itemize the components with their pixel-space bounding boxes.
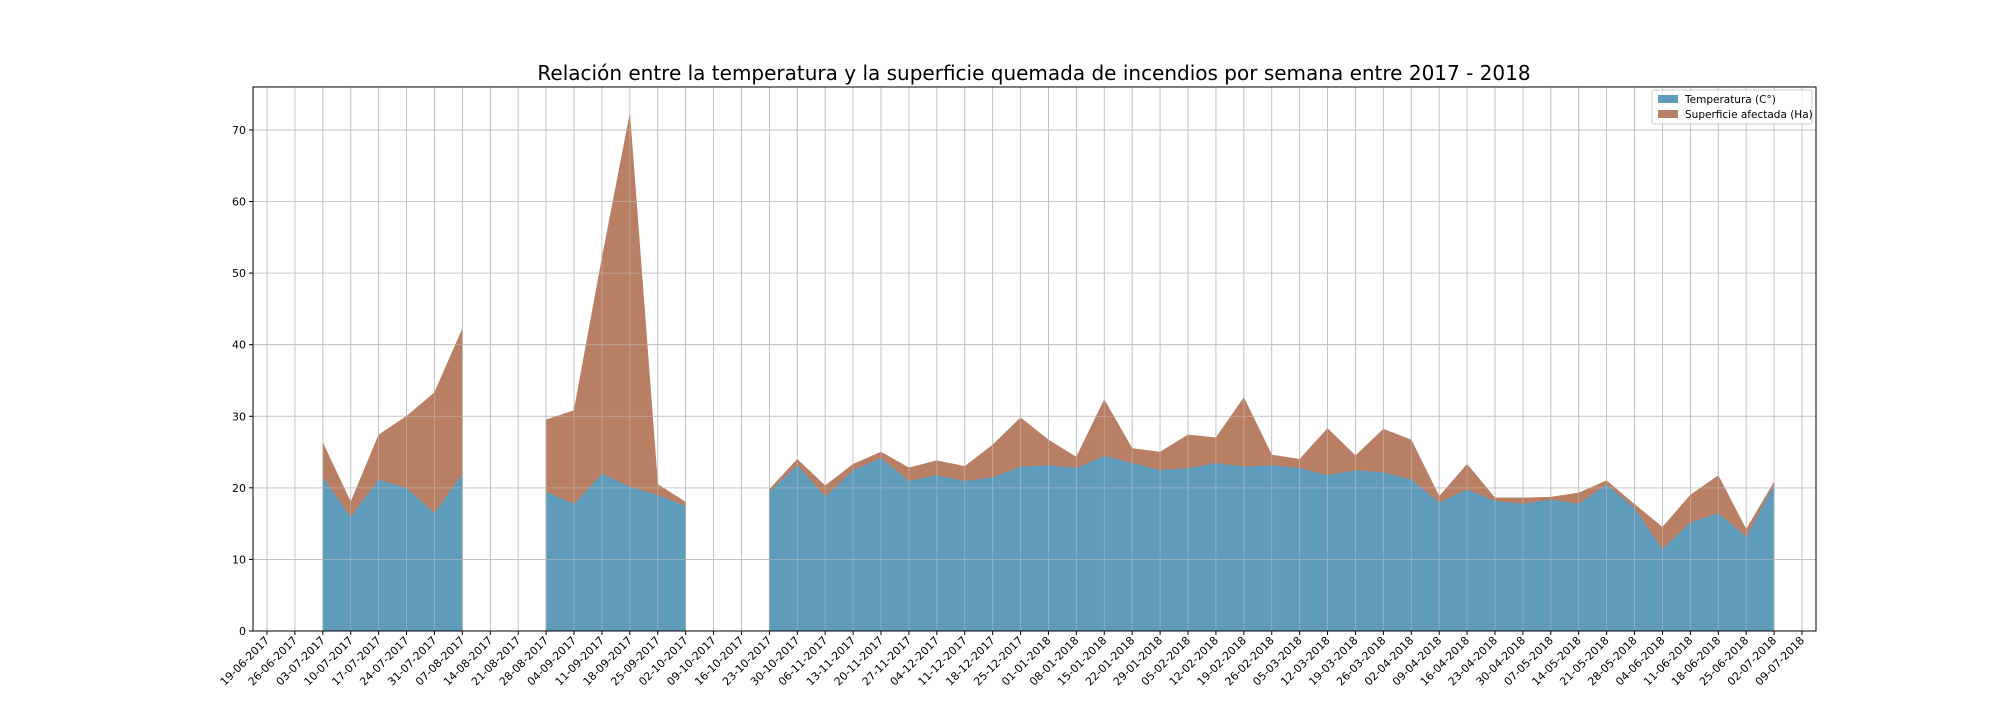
y-tick-label: 20 bbox=[232, 482, 246, 495]
area-superficie bbox=[545, 114, 686, 507]
chart-title: Relación entre la temperatura y la super… bbox=[537, 61, 1530, 85]
y-tick-label: 60 bbox=[232, 196, 246, 209]
legend-swatch-superficie bbox=[1658, 110, 1678, 118]
grid-overlay bbox=[253, 87, 1816, 632]
y-tick-label: 50 bbox=[232, 267, 246, 280]
legend-box bbox=[1651, 89, 1813, 125]
plot-border bbox=[252, 86, 1817, 632]
y-axis-ticks: 0 10 20 30 40 50 60 70 bbox=[232, 124, 253, 638]
legend-label-temperatura: Temperatura (C°) bbox=[1684, 94, 1776, 106]
y-tick-label: 40 bbox=[232, 339, 246, 352]
y-tick-label: 0 bbox=[239, 625, 246, 638]
y-tick-label: 30 bbox=[232, 410, 246, 423]
y-tick-label: 70 bbox=[232, 124, 246, 137]
legend-swatch-temperatura bbox=[1658, 95, 1678, 103]
x-axis-ticks: 19-06-201726-06-201703-07-201710-07-2017… bbox=[218, 631, 1807, 688]
plot-frame bbox=[252, 86, 1817, 632]
legend-label-superficie: Superficie afectada (Ha) bbox=[1685, 109, 1813, 121]
area-series bbox=[253, 87, 1816, 632]
y-tick-label: 10 bbox=[232, 553, 246, 566]
legend: Temperatura (C°) Superficie afectada (Ha… bbox=[1651, 89, 1813, 125]
